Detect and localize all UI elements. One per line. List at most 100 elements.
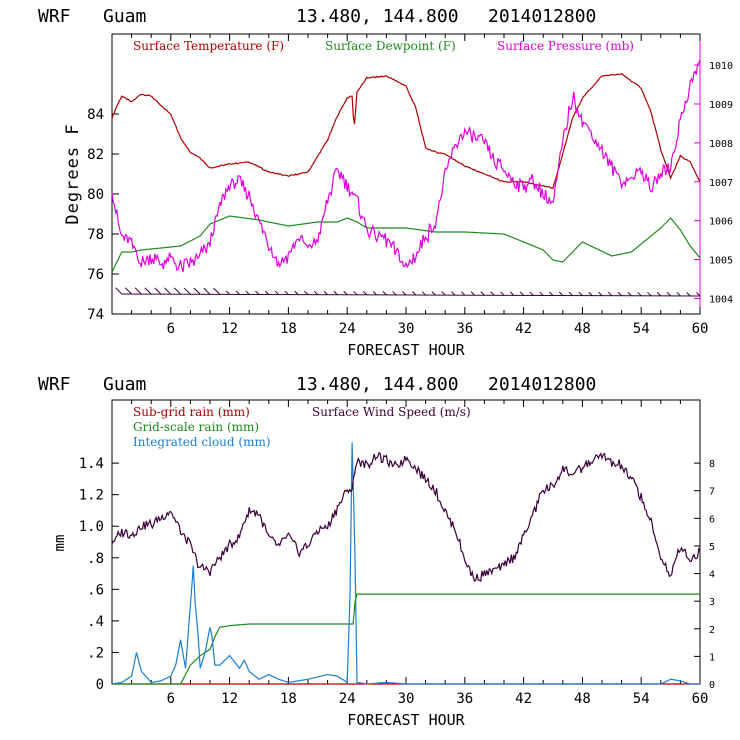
wind-barb xyxy=(245,290,250,295)
wind-barb xyxy=(164,287,172,295)
bottom-y2tick-label: 6 xyxy=(709,514,715,525)
bottom-series-grid-scale-rain-mm xyxy=(112,593,700,685)
wind-barb xyxy=(676,292,681,297)
bottom-series-surface-wind-speed-m-s xyxy=(111,451,701,583)
legend-pressure: Surface Pressure (mb) xyxy=(497,39,634,53)
wind-barb xyxy=(519,291,524,296)
bottom-y2tick-label: 3 xyxy=(709,597,715,608)
legend-wind-speed: Surface Wind Speed (m/s) xyxy=(312,405,471,419)
wind-barb xyxy=(304,290,309,295)
wind-barb xyxy=(284,290,289,295)
wind-barb xyxy=(353,290,358,296)
wind-barb xyxy=(460,291,466,296)
top-series-surface-temperature-f xyxy=(111,73,701,190)
top-y2tick-label: 1005 xyxy=(709,256,733,267)
wind-barb xyxy=(509,291,515,296)
bottom-y2tick-label: 4 xyxy=(709,570,715,581)
wind-barb xyxy=(470,291,475,296)
bottom-ytick-label: .4 xyxy=(87,614,104,630)
top-chart: 6 12 18 24 30 36 42 48 54 60 74 76 78 80 82 84 1004 1005 1… xyxy=(63,33,733,359)
wind-barb xyxy=(607,291,613,297)
wind-barb xyxy=(372,291,377,296)
bottom-y2tick-label: 0 xyxy=(709,680,715,691)
legend-gridscale-rain: Grid-scale rain (mm) xyxy=(133,420,259,434)
bottom-xtick-label: 48 xyxy=(574,691,591,707)
legend-integrated-cloud: Integrated cloud (mm) xyxy=(133,435,271,449)
top-series-surface-pressure-mb xyxy=(111,59,701,273)
bottom-location: Guam xyxy=(103,374,146,395)
wind-barb xyxy=(666,292,671,297)
top-ticks: 6 12 18 24 30 36 42 48 54 60 74 76 78 80 82 84 1004 1005 1… xyxy=(87,34,733,337)
top-ylabel: Degrees F xyxy=(63,123,83,224)
bottom-series-integrated-cloud-mm xyxy=(111,442,700,685)
top-header: WRF Guam 13.480, 144.800 2014012800 xyxy=(38,6,596,27)
bottom-chart: 6 12 18 24 30 36 42 48 54 600.2.4.6.81.01.21.4012… xyxy=(52,399,715,729)
wind-barb xyxy=(115,287,123,295)
bottom-ytick-label: 1.2 xyxy=(79,488,104,504)
top-coords: 13.480, 144.800 xyxy=(296,6,459,27)
top-xtick-label: 48 xyxy=(574,321,591,337)
wind-barb xyxy=(686,292,691,297)
bottom-xtick-label: 12 xyxy=(221,691,238,707)
legend-subgrid-rain: Sub-grid rain (mm) xyxy=(133,405,250,419)
top-series xyxy=(111,59,701,297)
top-model: WRF xyxy=(38,6,71,27)
top-init-time: 2014012800 xyxy=(488,6,596,27)
wind-barb xyxy=(213,287,221,295)
wind-barb xyxy=(480,291,485,296)
wind-barb xyxy=(627,291,632,297)
wind-barb xyxy=(392,291,397,296)
wind-barb xyxy=(500,291,505,296)
wind-barb xyxy=(274,290,279,295)
wind-barb xyxy=(647,291,652,297)
wind-barb xyxy=(313,290,319,296)
bottom-header: WRF Guam 13.480, 144.800 2014012800 xyxy=(38,374,596,395)
wind-barb xyxy=(539,291,544,296)
top-xtick-label: 60 xyxy=(692,321,709,337)
wind-barb xyxy=(144,287,152,295)
top-xtick-label: 24 xyxy=(339,321,356,337)
bottom-xtick-label: 6 xyxy=(167,691,175,707)
bottom-xtick-label: 36 xyxy=(456,691,473,707)
wind-barb xyxy=(441,291,446,296)
wind-barb xyxy=(134,287,142,295)
bottom-xtick-label: 24 xyxy=(339,691,356,707)
bottom-ytick-label: 1.4 xyxy=(79,456,104,472)
wind-barb xyxy=(173,287,181,295)
wind-barb xyxy=(235,290,240,295)
wind-barb xyxy=(490,291,495,296)
wind-barb xyxy=(193,287,201,295)
wind-barb xyxy=(598,291,603,297)
top-xtick-label: 6 xyxy=(167,321,175,337)
top-xtick-label: 36 xyxy=(456,321,473,337)
wind-barb xyxy=(323,290,328,296)
bottom-xlabel: FORECAST HOUR xyxy=(347,711,465,729)
bottom-init-time: 2014012800 xyxy=(488,374,596,395)
wind-barb xyxy=(588,291,593,296)
top-y2tick-label: 1007 xyxy=(709,178,733,189)
bottom-ytick-label: 1.0 xyxy=(79,519,104,535)
top-ytick-label: 80 xyxy=(87,187,104,203)
wind-barb xyxy=(421,291,426,296)
top-ytick-label: 84 xyxy=(87,107,104,123)
wind-barb xyxy=(124,287,132,295)
wind-barb xyxy=(154,287,162,295)
bottom-y2tick-label: 2 xyxy=(709,625,715,636)
top-plot-frame xyxy=(111,33,701,315)
bottom-model: WRF xyxy=(38,374,71,395)
legend-temperature: Surface Temperature (F) xyxy=(133,39,284,53)
wind-barb xyxy=(549,291,554,296)
wind-barb xyxy=(264,290,270,295)
top-xtick-label: 18 xyxy=(280,321,297,337)
legend-dewpoint: Surface Dewpoint (F) xyxy=(325,39,456,53)
wind-barb xyxy=(255,290,260,295)
top-y2tick-label: 1009 xyxy=(709,100,733,111)
bottom-ytick-label: .2 xyxy=(87,645,104,661)
bottom-coords: 13.480, 144.800 xyxy=(296,374,459,395)
top-location: Guam xyxy=(103,6,146,27)
bottom-ytick-label: .6 xyxy=(87,582,104,598)
wind-barb xyxy=(431,291,436,296)
bottom-xtick-label: 60 xyxy=(692,691,709,707)
wind-barb xyxy=(451,291,456,296)
